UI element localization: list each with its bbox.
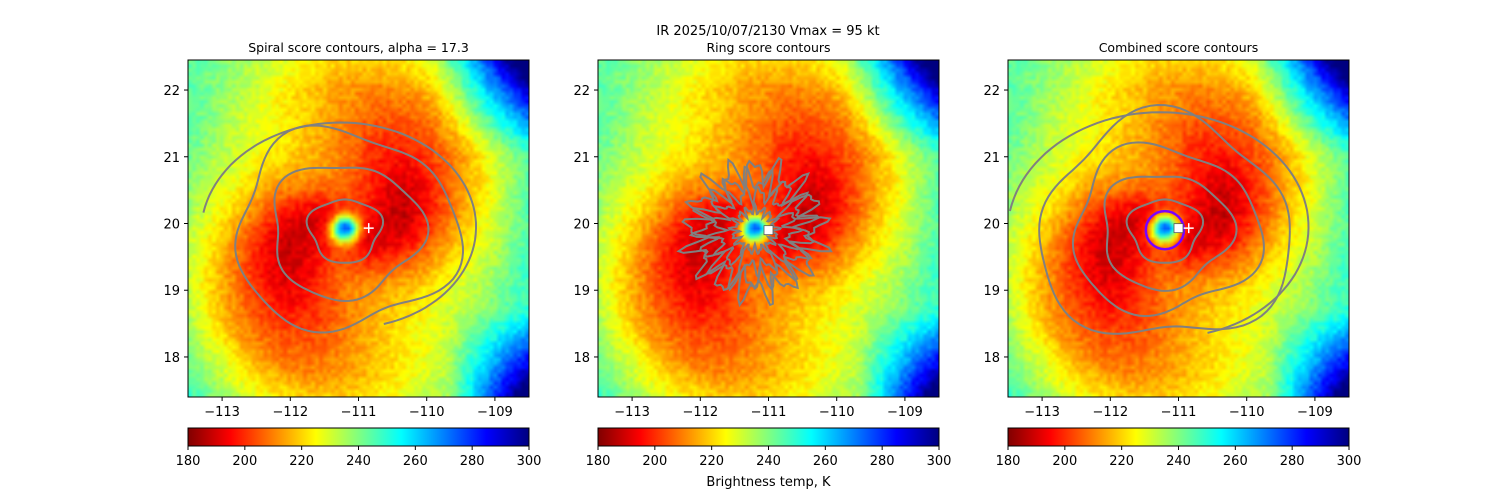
colorbar-tick-label: 300 [927, 454, 952, 469]
spiral-contour [234, 124, 465, 334]
colorbar-label: Brightness temp, K [706, 475, 831, 490]
x-tick-label: −112 [1092, 405, 1128, 420]
spiral-contour-outer [1008, 111, 1310, 334]
x-tick-label: −110 [409, 405, 445, 420]
x-tick-label: −110 [1229, 405, 1265, 420]
colorbar-tick-label: 240 [1166, 454, 1191, 469]
y-tick-label: 18 [983, 351, 1000, 366]
colorbar-tick-label: 180 [176, 454, 201, 469]
y-tick-label: 19 [983, 284, 1000, 299]
center-plus-marker [1183, 223, 1194, 234]
y-tick-label: 22 [163, 84, 180, 99]
y-tick-label: 20 [573, 217, 590, 232]
y-tick-label: 22 [573, 84, 590, 99]
panel-combined: Combined score contours −113 −112 −111 −110… [983, 40, 1361, 469]
colorbar-tick-label: 180 [586, 454, 611, 469]
x-tick-label: −112 [272, 405, 308, 420]
brightness-temp-heatmap [188, 60, 529, 397]
center-plus-marker [363, 223, 374, 234]
panel-title: Spiral score contours, alpha = 17.3 [248, 40, 469, 55]
x-tick-label: −112 [682, 405, 718, 420]
colorbar-tick-label: 200 [232, 454, 257, 469]
spiral-contour [1103, 175, 1238, 292]
colorbar-tick-label: 240 [756, 454, 781, 469]
figure-suptitle: IR 2025/10/07/2130 Vmax = 95 kt [656, 24, 879, 39]
colorbar-tick-label: 300 [517, 454, 542, 469]
y-tick-label: 18 [163, 351, 180, 366]
spiral-contour [1125, 198, 1205, 264]
y-tick-label: 19 [573, 284, 590, 299]
spiral-contour [1071, 141, 1265, 318]
colorbar-tick-label: 220 [699, 454, 724, 469]
panel-title: Combined score contours [1099, 40, 1259, 55]
colorbar-tick-label: 300 [1337, 454, 1362, 469]
y-tick-label: 20 [983, 217, 1000, 232]
spiral-contour [305, 198, 385, 264]
spiral-contour-outer [202, 121, 477, 325]
x-tick-label: −111 [341, 405, 377, 420]
panel-title: Ring score contours [706, 40, 830, 55]
colorbar-tick-label: 280 [1280, 454, 1305, 469]
panel-ring: Ring score contours −113 −112 −111 −110 −109… [573, 40, 951, 469]
x-tick-label: −113 [1024, 405, 1060, 420]
colorbar [187, 427, 530, 447]
center-square-marker [1173, 223, 1184, 234]
spiral-contour [1038, 103, 1291, 335]
colorbar-tick-label: 260 [403, 454, 428, 469]
x-tick-label: −113 [204, 405, 240, 420]
x-tick-label: −109 [477, 405, 513, 420]
colorbar [1007, 427, 1350, 447]
x-tick-label: −110 [819, 405, 855, 420]
eye-ring-contour [1144, 209, 1186, 251]
y-tick-label: 18 [573, 351, 590, 366]
x-tick-label: −111 [1161, 405, 1197, 420]
y-tick-label: 22 [983, 84, 1000, 99]
colorbar-tick-label: 260 [1223, 454, 1248, 469]
colorbar [597, 427, 940, 447]
x-tick-label: −109 [887, 405, 923, 420]
y-tick-label: 19 [163, 284, 180, 299]
colorbar-tick-label: 220 [1109, 454, 1134, 469]
colorbar-tick-label: 280 [460, 454, 485, 469]
ring-contour [727, 201, 783, 256]
y-tick-label: 21 [573, 151, 590, 166]
colorbar-tick-label: 280 [870, 454, 895, 469]
colorbar-tick-label: 200 [642, 454, 667, 469]
y-tick-label: 20 [163, 217, 180, 232]
colorbar-tick-label: 260 [813, 454, 838, 469]
colorbar-tick-label: 220 [289, 454, 314, 469]
colorbar-tick-label: 240 [346, 454, 371, 469]
x-tick-label: −113 [614, 405, 650, 420]
y-tick-label: 21 [163, 151, 180, 166]
ring-contour [676, 156, 833, 308]
spiral-contour [273, 166, 430, 303]
y-tick-label: 21 [983, 151, 1000, 166]
panel-spiral: Spiral score contours, alpha = 17.3 −113… [163, 40, 541, 469]
center-square-marker [763, 225, 774, 236]
colorbar-tick-label: 180 [996, 454, 1021, 469]
x-tick-label: −111 [751, 405, 787, 420]
colorbar-tick-label: 200 [1052, 454, 1077, 469]
x-tick-label: −109 [1297, 405, 1333, 420]
